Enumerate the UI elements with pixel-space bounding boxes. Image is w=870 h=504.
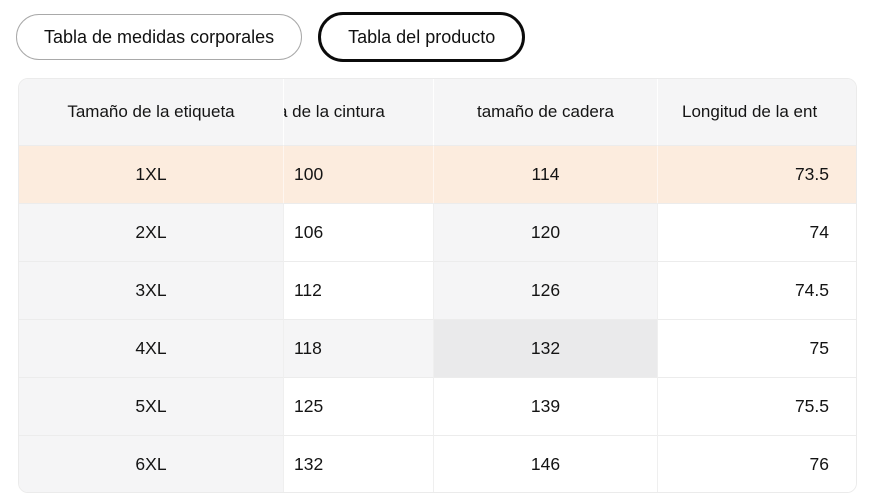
hip-cell[interactable]: 146 [433, 435, 657, 492]
col-header-label-size: Tamaño de la etiqueta [19, 79, 283, 145]
size-cell[interactable]: 3XL [19, 261, 283, 319]
inseam-cell[interactable]: 75 [657, 319, 856, 377]
inseam-cell[interactable]: 74 [657, 203, 856, 261]
table-header-row: Tamaño de la etiqueta a de la cintura ta… [19, 79, 856, 145]
table-row-5xl[interactable]: 5XL 125 139 75.5 [19, 377, 856, 435]
col-header-inseam: Longitud de la ent [657, 79, 856, 145]
hip-cell[interactable]: 114 [433, 145, 657, 203]
col-header-waist-text: a de la cintura [283, 102, 385, 121]
table-row-4xl[interactable]: 4XL 118 132 75 [19, 319, 856, 377]
size-cell[interactable]: 1XL [19, 145, 283, 203]
table-row-3xl[interactable]: 3XL 112 126 74.5 [19, 261, 856, 319]
size-cell[interactable]: 4XL [19, 319, 283, 377]
inseam-cell[interactable]: 74.5 [657, 261, 856, 319]
waist-cell[interactable]: 118 [283, 319, 433, 377]
waist-cell[interactable]: 100 [283, 145, 433, 203]
table-row-2xl[interactable]: 2XL 106 120 74 [19, 203, 856, 261]
col-header-waist: a de la cintura [283, 79, 433, 145]
table-row-1xl[interactable]: 1XL 100 114 73.5 [19, 145, 856, 203]
waist-cell[interactable]: 112 [283, 261, 433, 319]
waist-cell[interactable]: 106 [283, 203, 433, 261]
tab-product-table[interactable]: Tabla del producto [318, 12, 526, 62]
product-size-table[interactable]: Tamaño de la etiqueta a de la cintura ta… [18, 78, 857, 493]
size-cell[interactable]: 6XL [19, 435, 283, 492]
hip-cell-hovered[interactable]: 132 [433, 319, 657, 377]
hip-cell[interactable]: 126 [433, 261, 657, 319]
waist-cell[interactable]: 125 [283, 377, 433, 435]
hip-cell[interactable]: 120 [433, 203, 657, 261]
size-cell[interactable]: 2XL [19, 203, 283, 261]
hip-cell[interactable]: 139 [433, 377, 657, 435]
inseam-cell[interactable]: 76 [657, 435, 856, 492]
inseam-cell[interactable]: 73.5 [657, 145, 856, 203]
chart-type-tabs: Tabla de medidas corporales Tabla del pr… [16, 12, 526, 62]
waist-cell[interactable]: 132 [283, 435, 433, 492]
inseam-cell[interactable]: 75.5 [657, 377, 856, 435]
size-cell[interactable]: 5XL [19, 377, 283, 435]
tab-body-measurements[interactable]: Tabla de medidas corporales [16, 14, 303, 60]
col-header-hip: tamaño de cadera [433, 79, 657, 145]
table-row-6xl[interactable]: 6XL 132 146 76 [19, 435, 856, 492]
